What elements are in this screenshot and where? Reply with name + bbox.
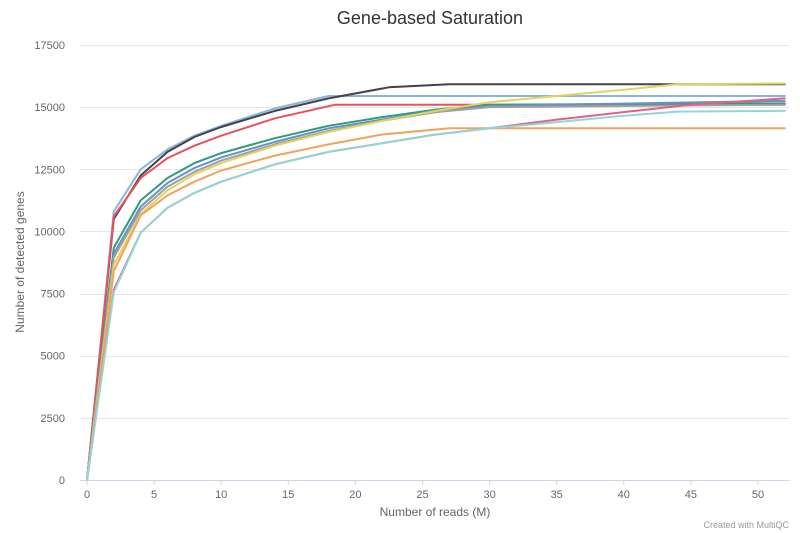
series-group bbox=[86, 82, 786, 481]
x-tick-label: 0 bbox=[84, 489, 90, 501]
series-line-2[interactable] bbox=[86, 83, 786, 481]
x-tick-label: 20 bbox=[349, 489, 361, 501]
y-axis-label: Number of detected genes bbox=[13, 191, 27, 332]
x-axis-label: Number of reads (M) bbox=[380, 505, 491, 519]
y-tick-label: 7500 bbox=[41, 289, 65, 301]
series-line-4[interactable] bbox=[86, 102, 786, 481]
y-tick-label: 5000 bbox=[41, 351, 65, 363]
y-tick-label: 12500 bbox=[34, 164, 65, 176]
x-tick-label: 35 bbox=[551, 489, 563, 501]
y-tick-label: 17500 bbox=[34, 40, 65, 52]
series-line-6[interactable] bbox=[86, 103, 786, 481]
series-line-3[interactable] bbox=[86, 103, 786, 481]
series-line-7[interactable] bbox=[86, 82, 786, 481]
series-line-10[interactable] bbox=[86, 109, 786, 481]
x-tick-label: 15 bbox=[282, 489, 294, 501]
x-tick-label: 25 bbox=[416, 489, 428, 501]
series-line-8[interactable] bbox=[86, 127, 786, 481]
x-tick-label: 10 bbox=[215, 489, 227, 501]
x-tick-label: 45 bbox=[685, 489, 697, 501]
y-axis-ticks: 0 2500 5000 7500 10000 12500 15000 17500 bbox=[34, 40, 65, 487]
series-line-5[interactable] bbox=[86, 99, 786, 481]
y-tick-label: 2500 bbox=[41, 413, 65, 425]
x-tick-label: 30 bbox=[483, 489, 495, 501]
y-tick-label: 10000 bbox=[34, 226, 65, 238]
y-tick-label: 0 bbox=[59, 475, 65, 487]
series-line-9[interactable] bbox=[86, 97, 786, 481]
x-axis-ticks: 0 5 10 15 20 25 30 35 40 45 50 bbox=[84, 480, 764, 501]
x-tick-label: 5 bbox=[151, 489, 157, 501]
chart-title: Gene-based Saturation bbox=[337, 8, 523, 28]
x-tick-label: 50 bbox=[752, 489, 764, 501]
credit-text: Created with MultiQC bbox=[703, 520, 789, 530]
y-tick-label: 15000 bbox=[34, 102, 65, 114]
x-tick-label: 40 bbox=[618, 489, 630, 501]
series-line-1[interactable] bbox=[86, 95, 786, 481]
